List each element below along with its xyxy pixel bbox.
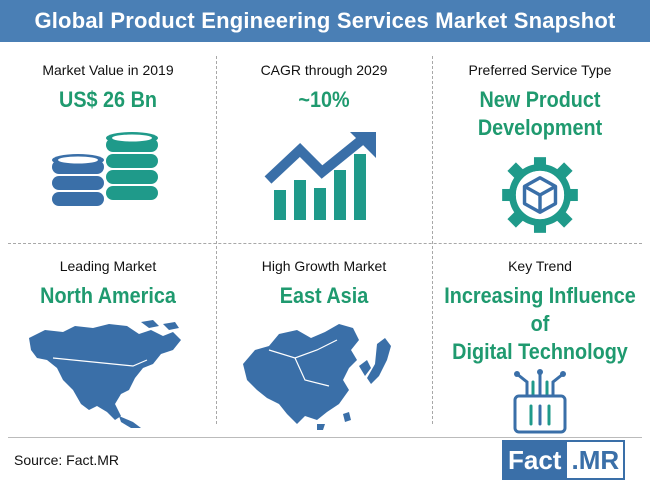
high-growth-market-value: East Asia	[279, 283, 369, 308]
leading-market-cell: Leading Market North America	[0, 256, 216, 436]
high-growth-market-label: High Growth Market	[261, 258, 387, 274]
key-trend-value-line-2: of	[530, 311, 550, 336]
growth-chart-icon	[216, 132, 432, 222]
service-type-label: Preferred Service Type	[468, 62, 612, 78]
page-title: Global Product Engineering Services Mark…	[0, 0, 650, 42]
service-type-value-line-1: New Product	[479, 87, 601, 112]
service-type-value-line-2: Development	[477, 115, 603, 140]
leading-market-label: Leading Market	[59, 258, 157, 274]
key-trend-value-line-1: Increasing Influence	[444, 283, 636, 308]
coin-stacks-icon	[0, 130, 216, 214]
factmr-logo: Fact .MR	[502, 440, 642, 480]
circuit-chip-icon	[432, 368, 648, 436]
cagr-value: ~10%	[298, 87, 350, 112]
leading-market-value: North America	[40, 283, 176, 308]
key-trend-cell: Key Trend Increasing Influence of Digita…	[432, 256, 648, 436]
footer-divider	[8, 437, 642, 438]
column-divider	[432, 56, 433, 424]
cagr-label: CAGR through 2029	[260, 62, 388, 78]
service-type-cell: Preferred Service Type New Product Devel…	[432, 60, 648, 240]
logo-part-fact: Fact	[502, 440, 566, 480]
snapshot-grid: Market Value in 2019 US$ 26 Bn	[0, 50, 650, 434]
north-america-map-icon	[0, 320, 216, 430]
logo-part-mr: .MR	[565, 440, 626, 480]
market-value-label: Market Value in 2019	[42, 62, 174, 78]
source-note: Source: Fact.MR	[14, 452, 120, 468]
market-value: US$ 26 Bn	[59, 87, 157, 112]
row-divider	[8, 243, 642, 244]
east-asia-map-icon	[216, 320, 432, 430]
gear-box-icon	[432, 152, 648, 238]
market-value-cell: Market Value in 2019 US$ 26 Bn	[0, 60, 216, 240]
key-trend-label: Key Trend	[508, 258, 572, 274]
key-trend-value-line-3: Digital Technology	[452, 339, 628, 364]
column-divider	[216, 56, 217, 424]
cagr-cell: CAGR through 2029 ~10%	[216, 60, 432, 240]
high-growth-market-cell: High Growth Market East Asia	[216, 256, 432, 436]
